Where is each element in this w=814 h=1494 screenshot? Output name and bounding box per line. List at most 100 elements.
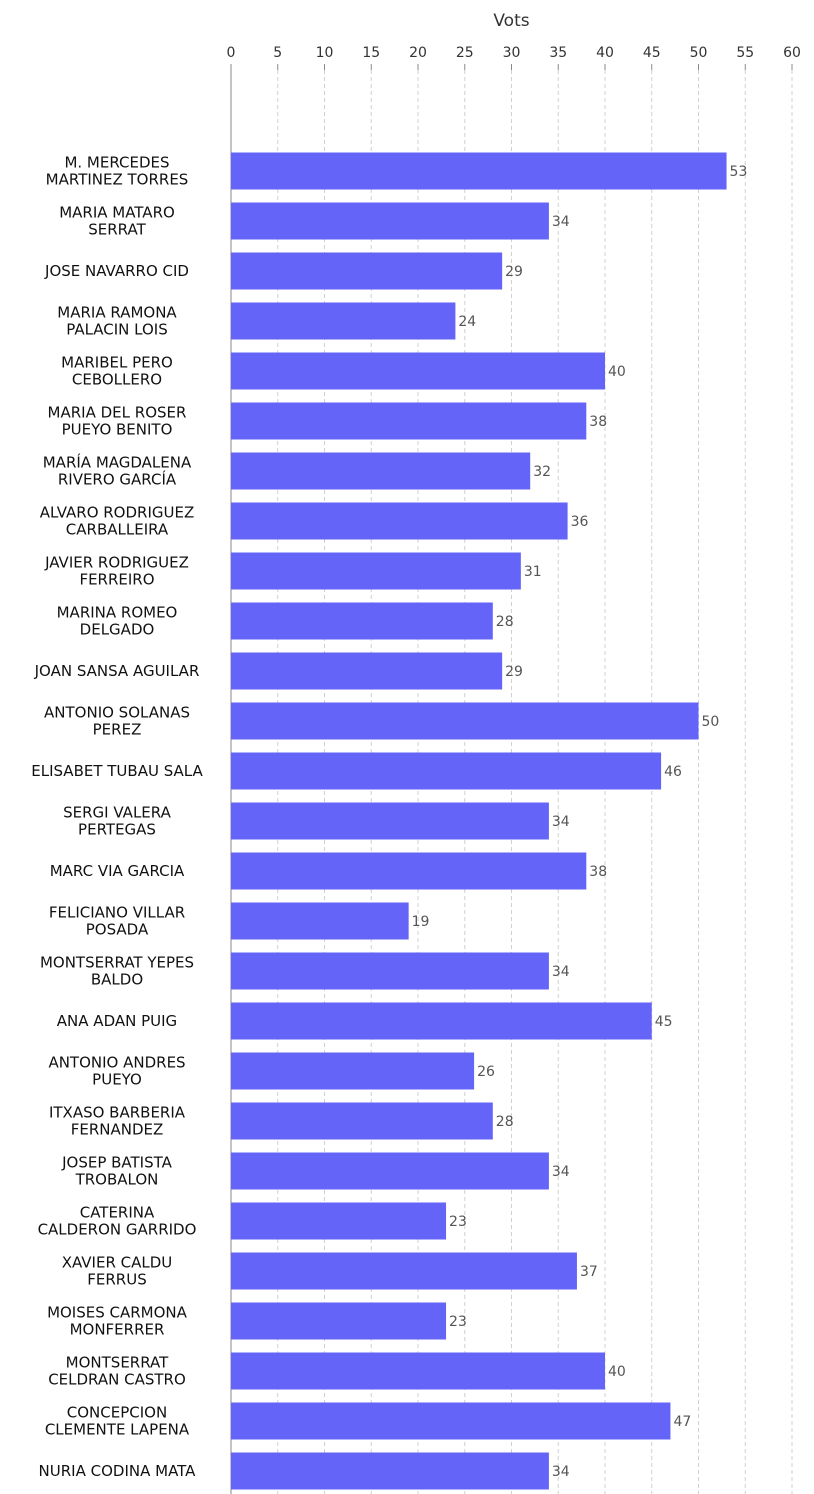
bar — [231, 402, 587, 440]
category-label: FERNANDEZ — [71, 1121, 164, 1139]
category-label: RIVERO GARCÍA — [58, 470, 177, 489]
category-label: CARBALLEIRA — [66, 521, 169, 539]
category-label: CATERINA — [80, 1204, 155, 1222]
category-label: JOAN SANSA AGUILAR — [34, 662, 200, 680]
value-label: 46 — [664, 764, 682, 780]
category-label: MARIA RAMONA — [57, 304, 177, 322]
x-tick-label: 35 — [549, 45, 567, 61]
value-label: 29 — [505, 664, 523, 680]
category-label: PALACIN LOIS — [66, 321, 168, 339]
category-label: FERREIRO — [79, 571, 154, 589]
value-label: 26 — [477, 1064, 495, 1080]
category-label: M. MERCEDES — [64, 154, 169, 172]
bar — [231, 1152, 549, 1190]
value-label: 19 — [412, 914, 430, 930]
category-label: MARTINEZ TORRES — [46, 171, 189, 189]
bar — [231, 852, 587, 890]
value-label: 40 — [608, 364, 626, 380]
bar — [231, 1202, 447, 1240]
x-tick-label: 25 — [456, 45, 474, 61]
x-tick-label: 20 — [409, 45, 427, 61]
value-label: 34 — [552, 814, 570, 830]
category-label: POSADA — [86, 921, 149, 939]
value-label: 34 — [552, 964, 570, 980]
bar — [231, 952, 549, 990]
category-label: PEREZ — [93, 721, 142, 739]
category-label: MARIBEL PERO — [61, 354, 173, 372]
bar — [231, 452, 531, 490]
value-label: 23 — [449, 1214, 467, 1230]
category-label: ANA ADAN PUIG — [57, 1012, 177, 1030]
category-label: MARÍA MAGDALENA — [43, 453, 192, 472]
category-label: ALVARO RODRIGUEZ — [40, 504, 195, 522]
bar — [231, 502, 568, 540]
bar — [231, 302, 456, 340]
category-label: SERGI VALERA — [63, 804, 171, 822]
x-tick-label: 0 — [227, 45, 236, 61]
value-label: 34 — [552, 214, 570, 230]
value-label: 31 — [524, 564, 542, 580]
x-tick-label: 60 — [783, 45, 801, 61]
bar — [231, 1252, 577, 1290]
bar — [231, 902, 409, 940]
category-label: TROBALON — [75, 1171, 159, 1189]
category-label: XAVIER CALDU — [62, 1254, 173, 1272]
value-label: 38 — [589, 414, 607, 430]
bar — [231, 1052, 475, 1090]
x-tick-label: 55 — [736, 45, 754, 61]
category-label: CONCEPCION — [67, 1404, 167, 1422]
bar — [231, 1002, 652, 1040]
category-label: CELDRAN CASTRO — [48, 1371, 186, 1389]
category-label: NURIA CODINA MATA — [39, 1462, 197, 1480]
value-label: 34 — [552, 1464, 570, 1480]
value-label: 28 — [496, 1114, 514, 1130]
bar — [231, 1452, 549, 1490]
value-labels: 53 34 29 24 40 38 32 36 31 28 29 50 46 34 38 19 34 45 26 28… — [412, 164, 748, 1480]
value-label: 23 — [449, 1314, 467, 1330]
category-label: MONTSERRAT — [66, 1354, 169, 1372]
value-label: 40 — [608, 1364, 626, 1380]
bar — [231, 352, 605, 390]
value-label: 36 — [571, 514, 589, 530]
x-tick-label: 40 — [596, 45, 614, 61]
x-tick-label: 45 — [643, 45, 661, 61]
bar — [231, 1402, 671, 1440]
x-tick-label: 15 — [362, 45, 380, 61]
bar — [231, 602, 493, 640]
value-label: 37 — [580, 1264, 598, 1280]
category-label: JAVIER RODRIGUEZ — [44, 554, 189, 572]
x-axis-title: Vots — [493, 11, 529, 31]
category-label: ANTONIO ANDRES — [48, 1054, 185, 1072]
category-label: CLEMENTE LAPENA — [45, 1421, 190, 1439]
bar — [231, 752, 662, 790]
x-tick-label: 30 — [503, 45, 521, 61]
category-label: MOISES CARMONA — [47, 1304, 188, 1322]
x-tick-label: 50 — [690, 45, 708, 61]
bar — [231, 552, 521, 590]
value-label: 50 — [702, 714, 720, 730]
category-label: MONTSERRAT YEPES — [40, 954, 194, 972]
value-label: 29 — [505, 264, 523, 280]
value-label: 38 — [589, 864, 607, 880]
value-label: 24 — [458, 314, 476, 330]
category-label: DELGADO — [80, 621, 155, 639]
category-label: MONFERRER — [70, 1321, 165, 1339]
x-axis-ticks: 0 5 10 15 20 25 30 35 40 45 50 55 60 — [227, 45, 801, 70]
category-label: FERRUS — [87, 1271, 146, 1289]
category-label: FELICIANO VILLAR — [49, 904, 185, 922]
bar — [231, 802, 549, 840]
x-tick-label: 10 — [316, 45, 334, 61]
category-label: JOSE NAVARRO CID — [44, 262, 189, 280]
bar — [231, 702, 699, 740]
category-label: ELISABET TUBAU SALA — [31, 762, 203, 780]
bar — [231, 1352, 605, 1390]
category-label: BALDO — [91, 971, 143, 989]
bar — [231, 202, 549, 240]
category-label: MARIA DEL ROSER — [48, 404, 187, 422]
category-label: ITXASO BARBERIA — [49, 1104, 186, 1122]
category-label: JOSEP BATISTA — [61, 1154, 173, 1172]
bar — [231, 1302, 447, 1340]
category-label: MARINA ROMEO — [57, 604, 178, 622]
